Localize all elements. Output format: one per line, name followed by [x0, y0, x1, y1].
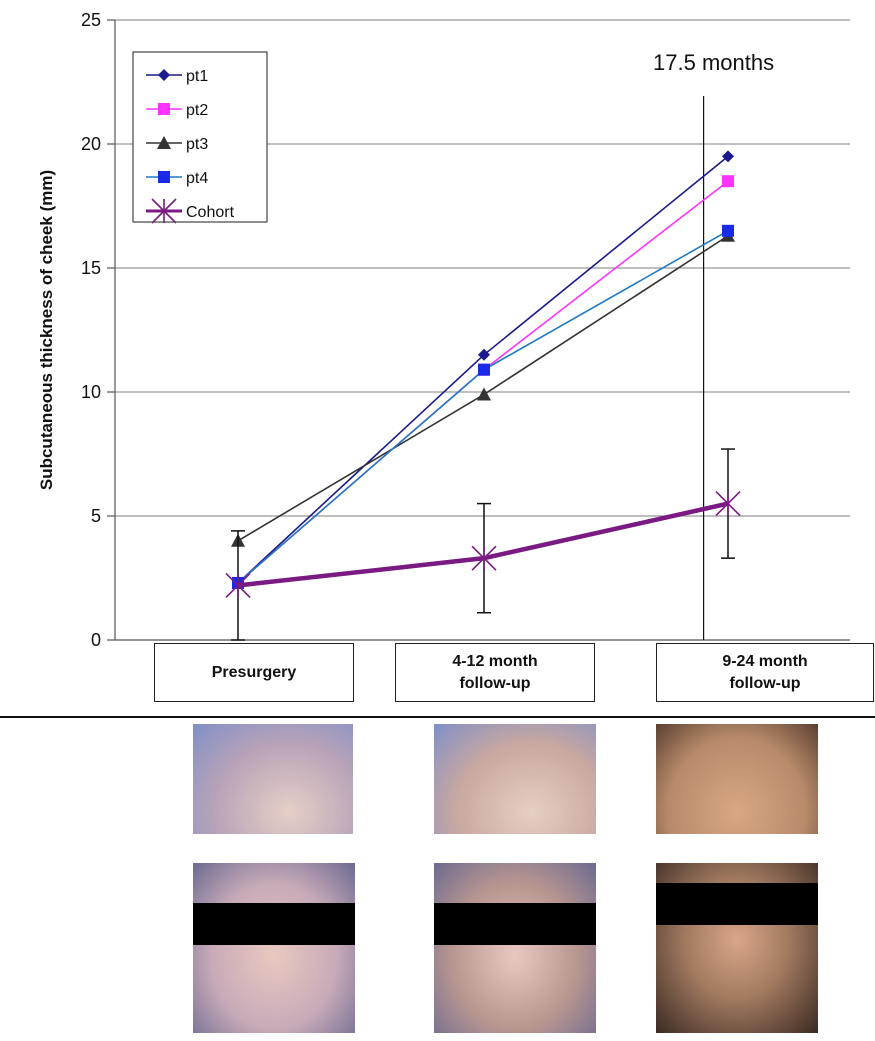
legend: pt1 pt2 pt3 pt4 Cohort [132, 51, 268, 224]
privacy-bar [193, 903, 355, 945]
y-tick-label: 10 [81, 382, 101, 402]
data-point [722, 224, 734, 237]
y-axis-label: Subcutaneous thickness of cheek (mm) [37, 170, 56, 490]
legend-box [132, 51, 268, 223]
series-line [237, 180, 729, 584]
legend-label: Cohort [186, 204, 235, 221]
category-label: 4-12 month follow-up [395, 643, 595, 702]
divider-line [0, 716, 875, 718]
legend-label: pt4 [186, 170, 208, 187]
data-point [478, 363, 490, 376]
presurgery-cheek-photo [193, 724, 353, 834]
data-point [158, 171, 170, 183]
data-point [157, 136, 171, 149]
chart-area: 0 5 10 15 20 25 Subcutaneous thickness of che… [37, 10, 850, 650]
data-point [722, 150, 734, 163]
late-followup-cheek-photo [656, 724, 818, 834]
privacy-bar [434, 903, 596, 945]
legend-label: pt1 [186, 68, 208, 85]
y-tick-labels: 0 5 10 15 20 25 [81, 10, 101, 650]
series-pt3 [231, 228, 735, 547]
legend-label: pt3 [186, 136, 208, 153]
series-pt4 [232, 224, 734, 589]
y-tick-label: 25 [81, 10, 101, 30]
early-followup-cheek-photo [434, 724, 596, 834]
category-label: Presurgery [154, 643, 354, 702]
series-line [237, 235, 729, 542]
late-followup-face-photo [656, 863, 818, 1033]
data-point [478, 348, 490, 361]
data-point [477, 387, 491, 401]
y-tick-label: 15 [81, 258, 101, 278]
y-tick-label: 5 [91, 506, 101, 526]
series-cohort [225, 448, 741, 641]
series-group [225, 150, 741, 641]
presurgery-face-photo [193, 863, 355, 1033]
annotation-text: 17.5 months [653, 50, 774, 75]
legend-item: pt4 [146, 170, 208, 187]
data-point [158, 103, 170, 115]
data-point [158, 69, 170, 81]
series-pt2 [232, 175, 734, 589]
y-tick-label: 20 [81, 134, 101, 154]
early-followup-face-photo [434, 863, 596, 1033]
legend-item: pt1 [146, 68, 208, 85]
legend-item: pt2 [146, 102, 208, 119]
data-point [722, 175, 734, 188]
legend-item: pt3 [146, 136, 208, 153]
category-label: 9-24 month follow-up [656, 643, 874, 702]
y-tick-label: 0 [91, 630, 101, 650]
privacy-bar [656, 883, 818, 925]
legend-item: Cohort [146, 198, 235, 224]
legend-label: pt2 [186, 102, 208, 119]
